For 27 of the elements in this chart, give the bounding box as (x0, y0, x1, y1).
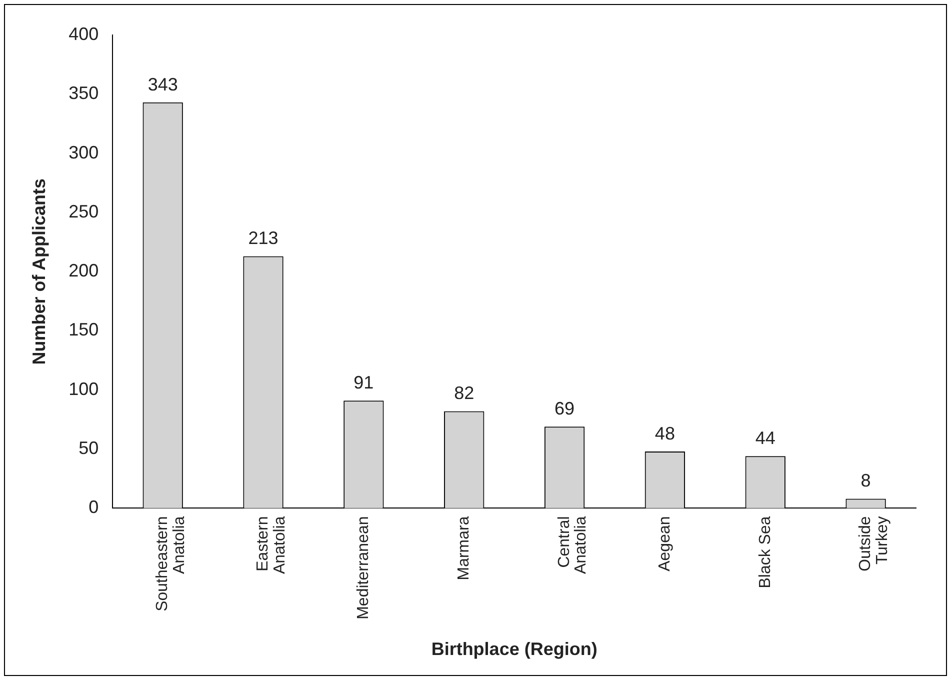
data-label: 82 (454, 383, 474, 404)
data-label: 69 (554, 398, 575, 419)
x-tick-label: Eastern Anatolia (254, 516, 288, 574)
y-tick-label: 400 (68, 24, 99, 44)
y-tick-label: 50 (78, 438, 99, 458)
data-label: 213 (248, 228, 278, 248)
data-label: 343 (148, 74, 178, 94)
y-tick-label: 350 (68, 83, 99, 104)
x-tick-label: Black Sea (756, 516, 774, 588)
data-label: 91 (354, 372, 374, 393)
y-tick-label: 100 (68, 378, 99, 399)
y-tick-label: 0 (88, 497, 99, 518)
data-label: 48 (654, 423, 675, 444)
x-tick-label: Southeastern Anatolia (154, 516, 188, 612)
x-tick-label: Central Anatolia (556, 516, 590, 574)
y-tick-label: 250 (68, 201, 99, 222)
data-label: 8 (860, 470, 871, 491)
y-axis-title: Number of Applicants (28, 178, 49, 365)
x-tick-label: Outside Turkey (857, 516, 891, 572)
y-tick-label: 200 (68, 260, 99, 281)
x-tick-label: Mediterranean (355, 516, 372, 620)
y-tick-label: 300 (68, 142, 99, 162)
x-tick-label: Aegean (656, 516, 674, 572)
data-label: 44 (755, 428, 776, 448)
x-axis-title: Birthplace (Region) (431, 639, 598, 660)
y-tick-label: 150 (68, 320, 99, 340)
x-tick-label: Marmara (456, 516, 473, 580)
